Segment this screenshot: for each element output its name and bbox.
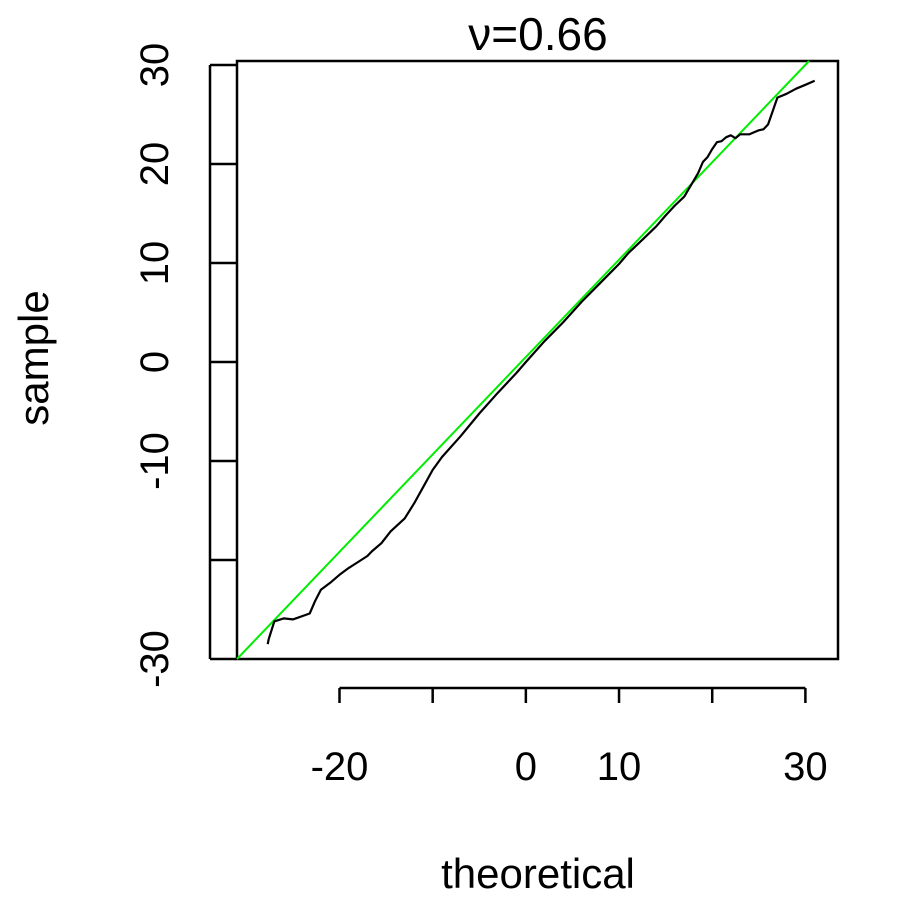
x-axis: -20 0 10 30 (311, 686, 828, 789)
y-tick-label: 30 (133, 43, 177, 88)
y-tick-label: -10 (133, 432, 177, 490)
chart-title: ν=0.66 (468, 8, 607, 60)
y-axis-title: sample (10, 290, 57, 425)
x-tick-label: 30 (783, 745, 828, 789)
x-tick-label: 0 (515, 745, 537, 789)
x-tick-label: -20 (311, 745, 369, 789)
x-tick-label: 10 (597, 745, 642, 789)
plot-area (236, 60, 816, 660)
y-tick-label: 20 (133, 142, 177, 187)
y-axis: -30 -10 0 10 20 30 (133, 43, 236, 688)
reference-line (236, 60, 810, 660)
y-tick-label: 0 (133, 351, 177, 373)
plot-frame (235, 59, 840, 661)
x-axis-title: theoretical (441, 850, 635, 897)
y-tick-label: 10 (133, 241, 177, 286)
y-tick-label: -30 (133, 630, 177, 688)
qq-curve (266, 79, 816, 645)
